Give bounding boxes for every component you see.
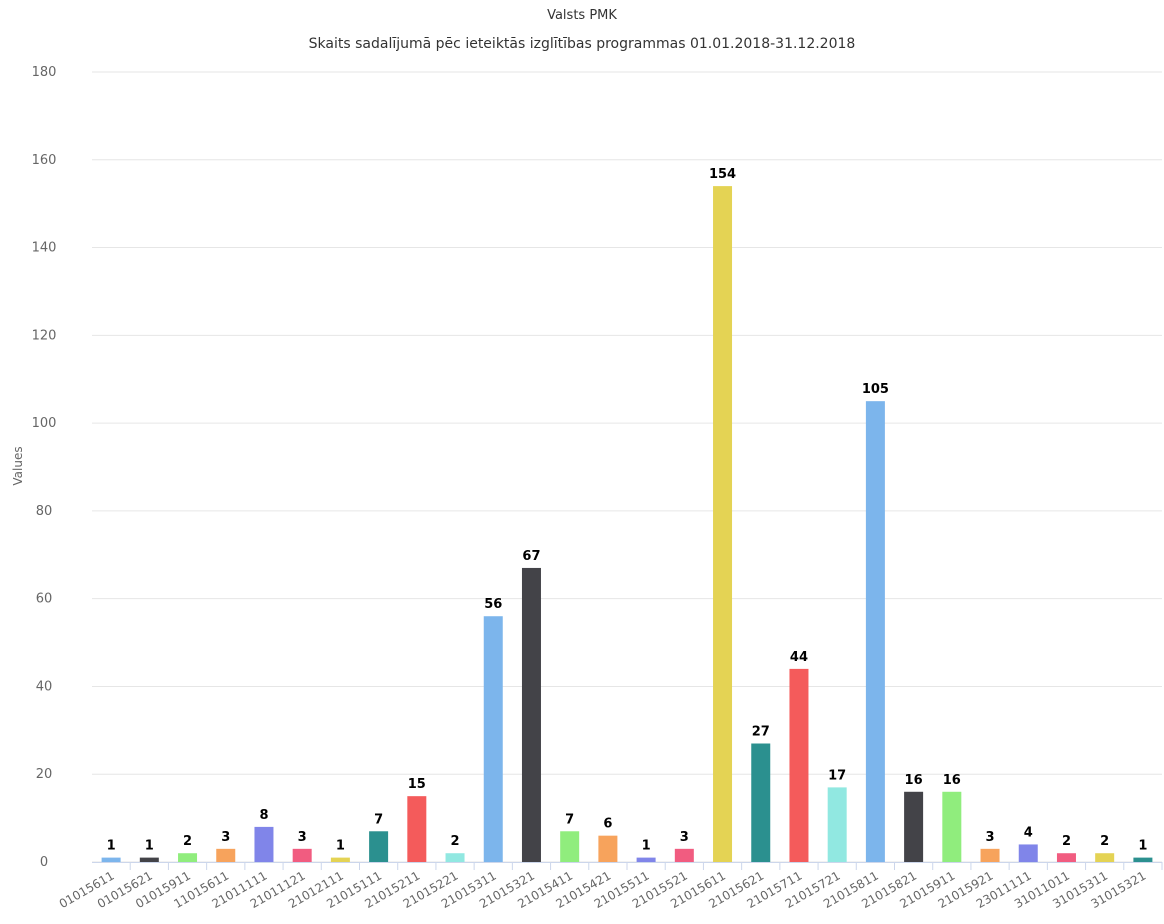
data-label: 15 — [408, 777, 426, 792]
data-label: 2 — [451, 834, 460, 849]
data-label: 8 — [259, 808, 268, 823]
data-label: 1 — [107, 839, 116, 854]
bar[interactable] — [980, 848, 1000, 862]
data-label: 16 — [943, 773, 961, 788]
x-axis-ticks: 0101561101015621010159111101561121011111… — [57, 862, 1163, 911]
bar[interactable] — [674, 848, 694, 862]
y-tick-label: 180 — [32, 65, 57, 80]
data-label: 2 — [183, 834, 192, 849]
bar[interactable] — [827, 787, 847, 862]
data-label: 1 — [336, 839, 345, 854]
bar[interactable] — [369, 831, 389, 862]
bar[interactable] — [139, 857, 159, 862]
y-tick-label: 160 — [32, 153, 57, 168]
bar[interactable] — [407, 796, 427, 862]
data-label: 3 — [221, 830, 230, 845]
bar[interactable] — [445, 853, 465, 862]
y-tick-label: 20 — [36, 767, 53, 782]
bar[interactable] — [178, 853, 198, 862]
data-label: 7 — [565, 812, 574, 827]
data-label: 4 — [1024, 825, 1033, 840]
y-tick-label: 100 — [32, 416, 57, 431]
data-label: 2 — [1100, 834, 1109, 849]
bar[interactable] — [521, 567, 541, 862]
y-tick-label: 140 — [32, 241, 57, 256]
y-axis-ticks: 0 20 40 60 80 100 120 140 160 180 — [32, 65, 57, 870]
data-label: 27 — [752, 725, 770, 740]
data-label: 16 — [905, 773, 923, 788]
bar[interactable] — [598, 835, 618, 862]
bar[interactable] — [713, 186, 733, 863]
data-label: 2 — [1062, 834, 1071, 849]
bar[interactable] — [292, 848, 312, 862]
data-label: 56 — [484, 597, 502, 612]
data-label: 154 — [709, 167, 736, 182]
bars — [101, 186, 1153, 863]
data-label: 67 — [522, 549, 540, 564]
bar[interactable] — [254, 826, 274, 862]
bar[interactable] — [636, 857, 656, 862]
data-label: 17 — [828, 768, 846, 783]
y-tick-label: 120 — [32, 328, 57, 343]
y-tick-label: 80 — [36, 504, 53, 519]
y-tick-label: 60 — [36, 592, 53, 607]
bar[interactable] — [904, 791, 924, 862]
data-label: 1 — [1138, 839, 1147, 854]
bar[interactable] — [942, 791, 962, 862]
y-tick-label: 40 — [36, 679, 53, 694]
bar[interactable] — [1018, 844, 1038, 862]
chart-title: Valsts PMK — [547, 8, 617, 23]
bar[interactable] — [216, 848, 236, 862]
data-label: 1 — [145, 839, 154, 854]
data-label: 3 — [298, 830, 307, 845]
bar[interactable] — [560, 831, 580, 862]
bar[interactable] — [483, 616, 503, 862]
bar[interactable] — [1056, 853, 1076, 862]
gridlines — [92, 71, 1162, 863]
data-label: 6 — [603, 817, 612, 832]
bar[interactable] — [1133, 857, 1153, 862]
data-label: 7 — [374, 812, 383, 827]
y-tick-label: 0 — [40, 855, 48, 870]
chart-subtitle: Skaits sadalījumā pēc ieteiktās izglītīb… — [308, 36, 856, 52]
bar[interactable] — [101, 857, 121, 862]
data-label: 3 — [986, 830, 995, 845]
bar[interactable] — [751, 743, 771, 863]
bar[interactable] — [330, 857, 350, 862]
bar[interactable] — [865, 401, 885, 862]
data-label: 3 — [680, 830, 689, 845]
data-label: 105 — [862, 382, 889, 397]
bar[interactable] — [789, 668, 809, 862]
bar[interactable] — [1095, 853, 1115, 862]
data-label: 44 — [790, 650, 808, 665]
data-label: 1 — [642, 839, 651, 854]
